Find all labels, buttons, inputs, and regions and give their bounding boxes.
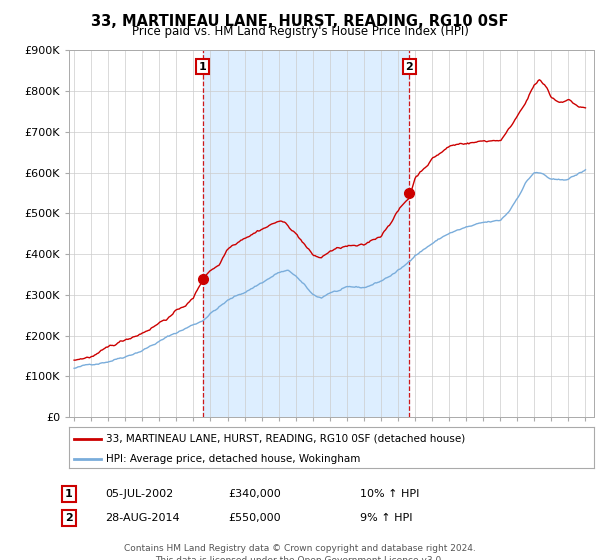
Text: 28-AUG-2014: 28-AUG-2014 <box>105 513 179 523</box>
Text: 05-JUL-2002: 05-JUL-2002 <box>105 489 173 499</box>
Text: £550,000: £550,000 <box>228 513 281 523</box>
Text: 1: 1 <box>199 62 206 72</box>
Bar <box>203 50 409 417</box>
Text: Price paid vs. HM Land Registry's House Price Index (HPI): Price paid vs. HM Land Registry's House … <box>131 25 469 38</box>
Text: HPI: Average price, detached house, Wokingham: HPI: Average price, detached house, Woki… <box>106 454 360 464</box>
Text: 1: 1 <box>65 489 73 499</box>
Text: 10% ↑ HPI: 10% ↑ HPI <box>360 489 419 499</box>
Text: 33, MARTINEAU LANE, HURST, READING, RG10 0SF: 33, MARTINEAU LANE, HURST, READING, RG10… <box>91 14 509 29</box>
Text: 2: 2 <box>406 62 413 72</box>
Text: 9% ↑ HPI: 9% ↑ HPI <box>360 513 413 523</box>
Text: 2: 2 <box>65 513 73 523</box>
Text: Contains HM Land Registry data © Crown copyright and database right 2024.
This d: Contains HM Land Registry data © Crown c… <box>124 544 476 560</box>
Text: £340,000: £340,000 <box>228 489 281 499</box>
Text: 33, MARTINEAU LANE, HURST, READING, RG10 0SF (detached house): 33, MARTINEAU LANE, HURST, READING, RG10… <box>106 433 465 444</box>
